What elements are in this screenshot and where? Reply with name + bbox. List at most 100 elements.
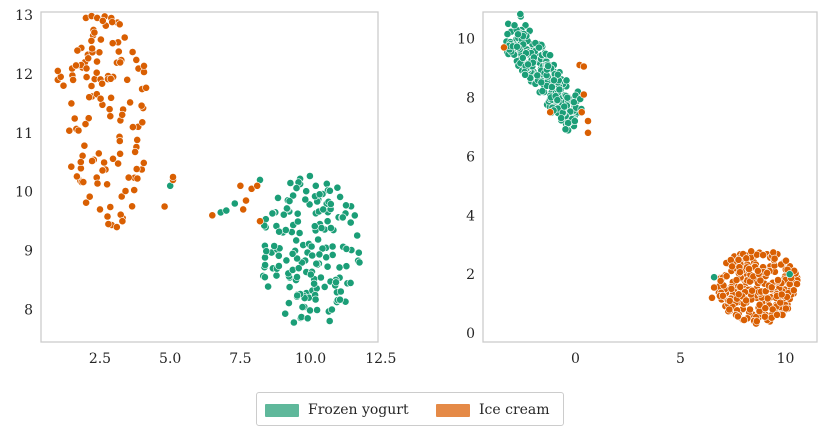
frozen-yogurt-point bbox=[335, 263, 344, 272]
frozen-yogurt-point bbox=[293, 209, 302, 218]
ice-cream-point bbox=[140, 62, 148, 70]
frozen-yogurt-point bbox=[311, 181, 320, 190]
y-tick-label: 10 bbox=[15, 185, 33, 201]
ice-cream-point bbox=[719, 291, 727, 300]
y-tick-label: 13 bbox=[15, 8, 33, 24]
ice-cream-point bbox=[128, 202, 136, 211]
frozen-yogurt-point bbox=[230, 199, 239, 208]
frozen-yogurt-point bbox=[327, 305, 336, 314]
y-tick-label: 2 bbox=[466, 267, 475, 283]
frozen-yogurt-point bbox=[353, 231, 362, 240]
ice-cream-point bbox=[82, 64, 91, 73]
ice-cream-point bbox=[104, 220, 113, 228]
ice-cream-point bbox=[118, 110, 127, 119]
ice-cream-point bbox=[73, 46, 82, 55]
ice-cream-point bbox=[100, 158, 108, 167]
ice-cream-point bbox=[73, 172, 81, 181]
ice-cream-point bbox=[782, 256, 790, 265]
legend-item-frozen-yogurt: Frozen yogurt bbox=[265, 401, 409, 419]
frozen-yogurt-point bbox=[274, 193, 282, 202]
frozen-yogurt-point bbox=[535, 43, 543, 52]
ice-cream-point bbox=[759, 251, 767, 259]
legend-swatch-frozen-yogurt bbox=[265, 403, 299, 417]
frozen-yogurt-point bbox=[312, 259, 321, 268]
ice-cream-point bbox=[85, 93, 94, 102]
frozen-yogurt-point bbox=[336, 295, 344, 304]
ice-cream-point bbox=[242, 196, 250, 205]
ice-cream-point bbox=[169, 173, 177, 181]
ice-cream-point bbox=[138, 118, 147, 127]
ice-cream-point bbox=[748, 286, 756, 295]
frozen-yogurt-point bbox=[284, 299, 293, 307]
ice-cream-point bbox=[96, 94, 105, 103]
ice-cream-point bbox=[82, 73, 91, 81]
frozen-yogurt-point bbox=[261, 261, 269, 269]
frozen-yogurt-point bbox=[332, 278, 340, 287]
frozen-yogurt-point bbox=[272, 271, 281, 280]
frozen-yogurt-point bbox=[270, 242, 279, 250]
frozen-yogurt-point bbox=[286, 179, 295, 187]
ice-cream-point bbox=[132, 165, 141, 173]
frozen-yogurt-point bbox=[274, 262, 283, 270]
frozen-yogurt-point bbox=[289, 318, 298, 327]
x-tick-label: 12.5 bbox=[365, 351, 396, 367]
frozen-yogurt-point bbox=[281, 226, 290, 234]
frozen-yogurt-point bbox=[292, 184, 301, 192]
x-tick-label: 5.0 bbox=[159, 351, 181, 367]
ice-cream-point bbox=[67, 99, 76, 108]
ice-cream-point bbox=[106, 112, 115, 121]
frozen-yogurt-point bbox=[563, 93, 572, 102]
ice-cream-point bbox=[128, 123, 137, 131]
frozen-yogurt-point bbox=[322, 179, 331, 188]
ice-cream-point bbox=[584, 117, 592, 125]
frozen-yogurt-point bbox=[710, 273, 718, 282]
legend-label-ice-cream: Ice cream bbox=[479, 402, 550, 418]
ice-cream-point bbox=[752, 317, 761, 326]
y-tick-label: 12 bbox=[15, 67, 33, 83]
ice-cream-point bbox=[767, 283, 776, 292]
ice-cream-point bbox=[728, 262, 736, 271]
frozen-yogurt-point bbox=[570, 117, 579, 125]
ice-cream-point bbox=[118, 217, 127, 226]
ice-cream-point bbox=[106, 203, 115, 211]
ice-cream-point bbox=[130, 186, 139, 194]
frozen-yogurt-point bbox=[311, 295, 320, 304]
ice-cream-point bbox=[108, 18, 117, 26]
x-tick-label: 0 bbox=[571, 351, 580, 367]
ice-cream-point bbox=[103, 180, 111, 189]
frozen-yogurt-point bbox=[293, 291, 302, 300]
frozen-yogurt-point bbox=[325, 317, 334, 325]
ice-cream-point bbox=[84, 54, 93, 63]
ice-cream-point bbox=[763, 294, 772, 303]
frozen-yogurt-point bbox=[298, 303, 307, 311]
ice-cream-point bbox=[746, 305, 754, 314]
frozen-yogurt-point bbox=[292, 236, 301, 245]
ice-cream-point bbox=[93, 179, 102, 188]
frozen-yogurt-point bbox=[524, 60, 532, 69]
ice-cream-point bbox=[81, 120, 90, 128]
frozen-yogurt-point bbox=[305, 200, 314, 209]
ice-cream-point bbox=[500, 43, 508, 52]
ice-cream-point bbox=[736, 268, 744, 277]
frozen-yogurt-point bbox=[553, 70, 562, 79]
frozen-yogurt-point bbox=[310, 222, 319, 231]
ice-cream-point bbox=[67, 162, 76, 171]
y-tick-label: 0 bbox=[466, 326, 475, 342]
frozen-yogurt-point bbox=[323, 217, 332, 226]
frozen-yogurt-point bbox=[279, 210, 288, 219]
frozen-yogurt-point bbox=[550, 76, 558, 85]
frozen-yogurt-point bbox=[537, 78, 546, 87]
ice-cream-point bbox=[109, 154, 117, 163]
frozen-yogurt-point bbox=[336, 192, 344, 201]
ice-cream-point bbox=[236, 181, 245, 190]
ice-cream-point bbox=[112, 223, 121, 231]
ice-cream-point bbox=[131, 147, 139, 156]
frozen-yogurt-point bbox=[262, 247, 271, 256]
x-tick-label: 2.5 bbox=[89, 351, 111, 367]
frozen-yogurt-point bbox=[313, 306, 321, 314]
frozen-yogurt-point bbox=[303, 314, 312, 323]
ice-cream-point bbox=[722, 272, 731, 281]
frozen-yogurt-point bbox=[305, 172, 314, 180]
ice-cream-point bbox=[85, 192, 94, 201]
ice-cream-point bbox=[116, 210, 125, 219]
